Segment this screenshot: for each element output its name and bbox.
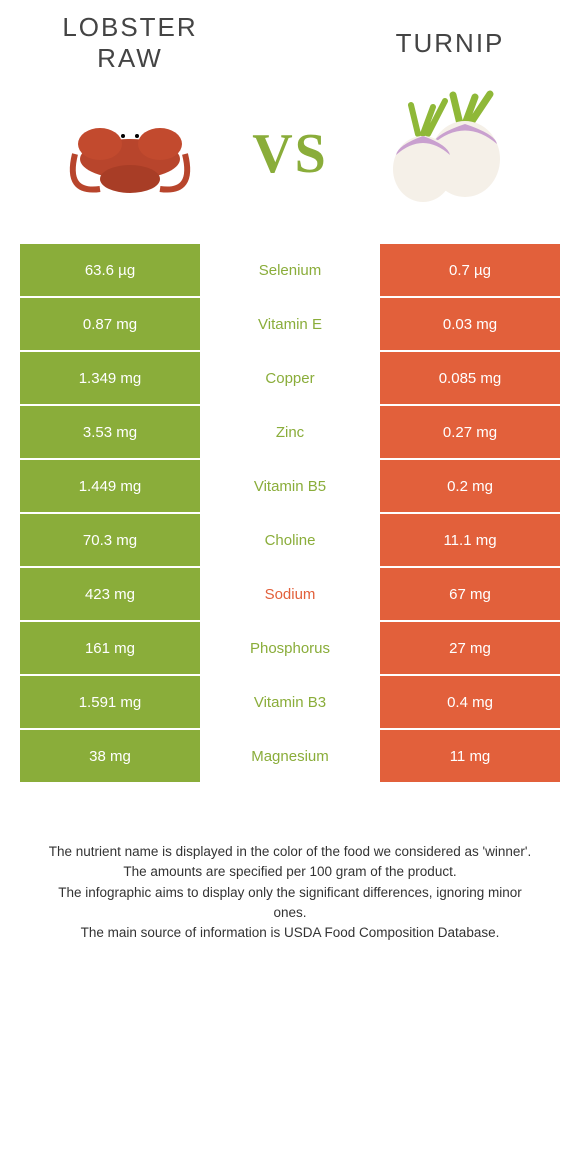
- nutrient-name-cell: Vitamin B3: [202, 676, 378, 728]
- footer-notes: The nutrient name is displayed in the co…: [20, 782, 560, 943]
- left-value-cell: 63.6 µg: [20, 244, 200, 296]
- right-value-cell: 0.27 mg: [380, 406, 560, 458]
- nutrient-name-cell: Magnesium: [202, 730, 378, 782]
- table-row: 161 mgPhosphorus27 mg: [20, 622, 560, 674]
- right-value-cell: 0.7 µg: [380, 244, 560, 296]
- right-value-cell: 11 mg: [380, 730, 560, 782]
- right-value-cell: 67 mg: [380, 568, 560, 620]
- nutrient-name-cell: Choline: [202, 514, 378, 566]
- turnip-image: [360, 84, 540, 224]
- right-value-cell: 0.4 mg: [380, 676, 560, 728]
- right-value-cell: 0.03 mg: [380, 298, 560, 350]
- nutrient-name-cell: Vitamin B5: [202, 460, 378, 512]
- left-value-cell: 38 mg: [20, 730, 200, 782]
- table-row: 38 mgMagnesium11 mg: [20, 730, 560, 782]
- footer-line-4: The main source of information is USDA F…: [40, 923, 540, 943]
- images-row: VS: [20, 84, 560, 244]
- footer-line-3: The infographic aims to display only the…: [40, 883, 540, 924]
- table-row: 1.449 mgVitamin B50.2 mg: [20, 460, 560, 512]
- table-row: 1.591 mgVitamin B30.4 mg: [20, 676, 560, 728]
- left-value-cell: 0.87 mg: [20, 298, 200, 350]
- table-row: 70.3 mgCholine11.1 mg: [20, 514, 560, 566]
- left-value-cell: 1.591 mg: [20, 676, 200, 728]
- table-row: 3.53 mgZinc0.27 mg: [20, 406, 560, 458]
- left-value-cell: 1.449 mg: [20, 460, 200, 512]
- nutrient-name-cell: Vitamin E: [202, 298, 378, 350]
- nutrient-name-cell: Copper: [202, 352, 378, 404]
- left-value-cell: 161 mg: [20, 622, 200, 674]
- table-row: 423 mgSodium67 mg: [20, 568, 560, 620]
- right-value-cell: 0.085 mg: [380, 352, 560, 404]
- footer-line-2: The amounts are specified per 100 gram o…: [40, 862, 540, 882]
- left-value-cell: 3.53 mg: [20, 406, 200, 458]
- right-value-cell: 11.1 mg: [380, 514, 560, 566]
- nutrient-name-cell: Phosphorus: [202, 622, 378, 674]
- vs-label: VS: [252, 122, 328, 186]
- left-food-title: LOBSTER RAW: [40, 12, 220, 74]
- titles-row: LOBSTER RAW TURNIP: [20, 12, 560, 84]
- left-value-cell: 70.3 mg: [20, 514, 200, 566]
- table-row: 63.6 µgSelenium0.7 µg: [20, 244, 560, 296]
- nutrient-name-cell: Sodium: [202, 568, 378, 620]
- table-row: 1.349 mgCopper0.085 mg: [20, 352, 560, 404]
- right-value-cell: 0.2 mg: [380, 460, 560, 512]
- nutrient-name-cell: Zinc: [202, 406, 378, 458]
- right-value-cell: 27 mg: [380, 622, 560, 674]
- left-value-cell: 1.349 mg: [20, 352, 200, 404]
- lobster-image: [40, 84, 220, 224]
- nutrient-name-cell: Selenium: [202, 244, 378, 296]
- footer-line-1: The nutrient name is displayed in the co…: [40, 842, 540, 862]
- left-value-cell: 423 mg: [20, 568, 200, 620]
- comparison-table: 63.6 µgSelenium0.7 µg0.87 mgVitamin E0.0…: [20, 244, 560, 782]
- right-food-title: TURNIP: [360, 28, 540, 59]
- table-row: 0.87 mgVitamin E0.03 mg: [20, 298, 560, 350]
